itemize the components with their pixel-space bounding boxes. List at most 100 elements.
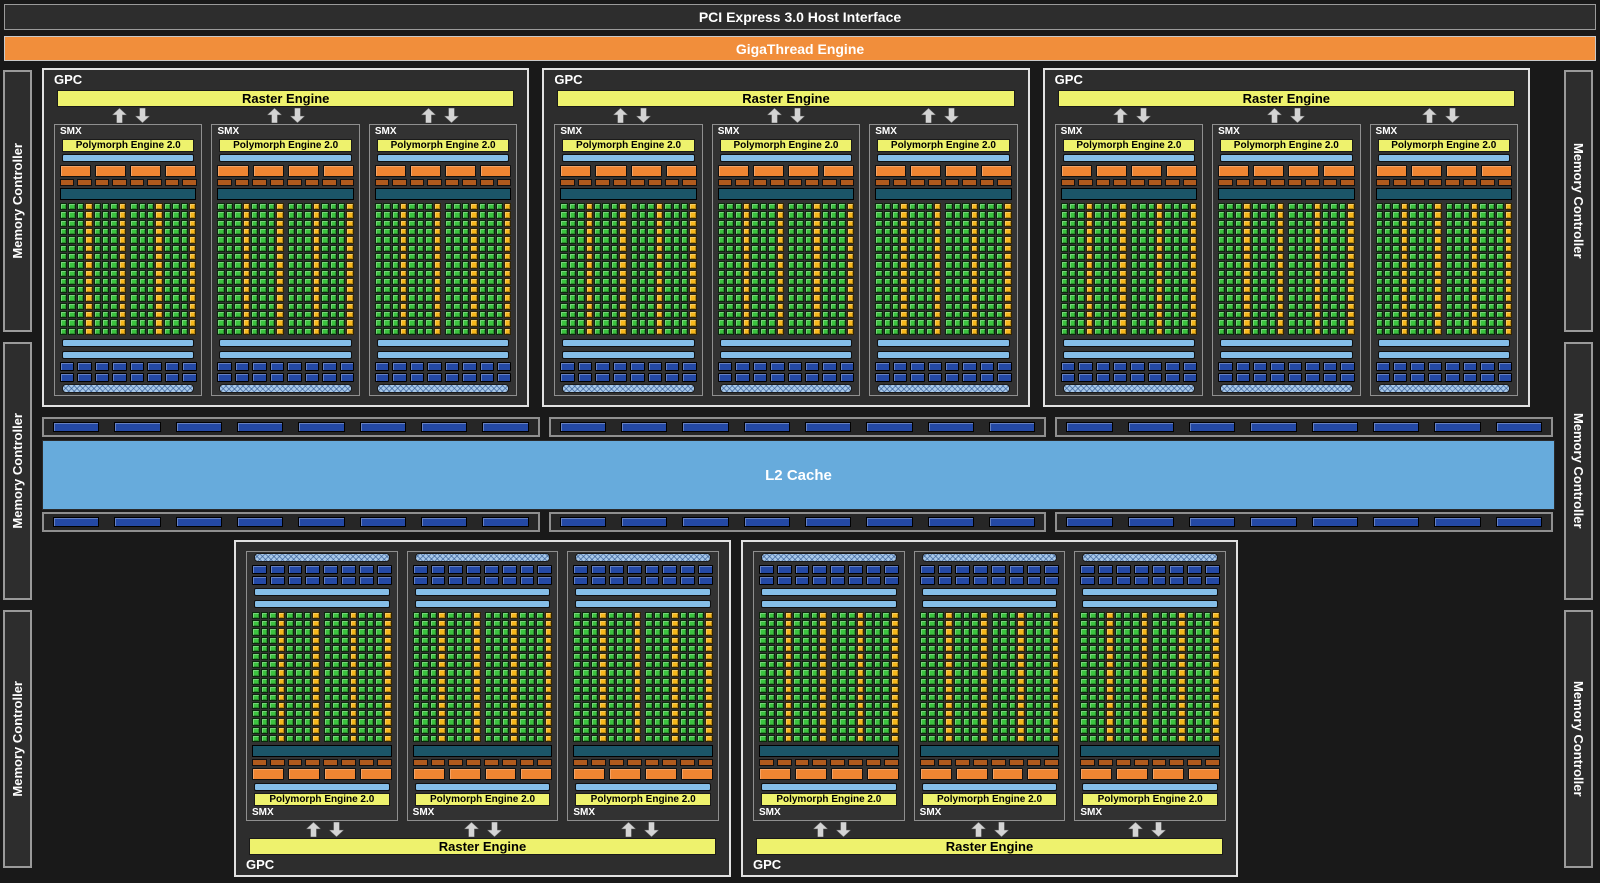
special-function-unit-cell <box>900 203 908 211</box>
special-function-unit-cell <box>1140 677 1149 685</box>
cuda-core-cell <box>610 219 619 227</box>
special-function-unit-cell <box>155 311 163 319</box>
cuda-core-cell <box>1111 261 1119 269</box>
orange-unit-row-segment <box>945 165 977 177</box>
cuda-core-cell <box>1338 261 1347 269</box>
cuda-core-cell <box>917 319 925 327</box>
cuda-core-cell <box>672 327 680 335</box>
cuda-core-cell <box>267 219 276 227</box>
cuda-core-cell <box>1251 327 1260 335</box>
cuda-core-cell <box>259 286 267 294</box>
cuda-core-cell <box>259 236 267 244</box>
cuda-core-cell <box>560 261 568 269</box>
cuda-core-cell <box>138 252 147 261</box>
dark-blue-unit-row-segment <box>129 362 145 371</box>
special-function-unit-cell <box>1178 685 1186 693</box>
special-function-unit-cell <box>619 286 627 294</box>
cuda-core-cell <box>1454 236 1462 244</box>
cuda-core-cell <box>225 302 234 311</box>
light-blue-bar <box>562 351 695 359</box>
dark-orange-unit-row-segment <box>1480 179 1495 186</box>
dark-blue-unit-row-segment <box>1008 576 1024 585</box>
crossbar-segment <box>621 517 668 527</box>
cuda-core-cell <box>796 227 804 236</box>
cuda-core-cell <box>286 628 295 636</box>
cuda-core-cell <box>908 203 917 211</box>
cuda-core-cell <box>495 236 503 244</box>
cuda-core-cell <box>1383 227 1392 236</box>
bottom-gpc-row: Polymorph Engine 2.0 SMX Polymorph Engine … <box>234 540 1238 877</box>
cuda-core-cell <box>908 244 917 252</box>
cuda-core-cell <box>445 327 453 335</box>
cuda-core-cell <box>581 702 590 710</box>
cuda-core-cell <box>647 302 655 311</box>
cuda-core-cell <box>375 702 384 710</box>
cuda-core-cell <box>110 277 118 286</box>
cuda-core-cell <box>1392 244 1400 252</box>
cuda-core-cell <box>487 311 495 319</box>
cuda-core-cell <box>919 718 928 726</box>
special-function-unit-cell <box>1178 693 1186 702</box>
cuda-core-cell <box>1186 612 1195 620</box>
cuda-core-cell <box>1305 203 1313 211</box>
cuda-core-cell <box>429 734 438 742</box>
cuda-core-cell <box>1181 236 1189 244</box>
dark-blue-unit-row-segment <box>1205 565 1220 574</box>
cuda-core-cell <box>478 219 487 227</box>
cuda-core-cell <box>429 702 438 710</box>
cuda-core-cell <box>252 628 260 636</box>
cuda-core-cell <box>607 710 616 718</box>
special-function-unit-cell <box>472 644 481 652</box>
dark-orange-unit-row-segment <box>787 179 802 186</box>
cuda-core-cell <box>495 269 503 277</box>
cuda-core-cell <box>501 718 510 726</box>
cuda-core-cell <box>962 620 971 628</box>
cuda-core-cell <box>776 636 784 644</box>
cuda-core-cell <box>734 327 742 335</box>
cuda-core-cell <box>1094 211 1102 219</box>
dark-orange-unit-row-segment <box>573 759 589 766</box>
cuda-core-cell <box>679 718 688 726</box>
cuda-core-cell <box>821 219 829 227</box>
special-function-unit-cell <box>118 302 127 311</box>
special-function-unit-cell <box>979 702 988 710</box>
cuda-core-cell <box>225 261 234 269</box>
cuda-core-cell <box>1268 236 1276 244</box>
special-function-unit-cell <box>1178 644 1186 652</box>
cuda-core-cell <box>1321 244 1330 252</box>
dark-blue-unit-row-segment <box>217 362 232 371</box>
cuda-core-cell <box>338 302 346 311</box>
cuda-core-cell <box>1203 693 1212 702</box>
cuda-core-cell <box>217 269 225 277</box>
special-function-unit-cell <box>856 620 865 628</box>
cuda-core-cell <box>971 612 979 620</box>
cuda-core-cell <box>848 734 856 742</box>
cuda-core-cell <box>1000 628 1008 636</box>
cuda-core-cell <box>653 620 662 628</box>
cuda-core-cell <box>759 628 767 636</box>
crossbar-segment <box>1311 422 1358 432</box>
cuda-core-cell <box>1025 652 1034 661</box>
special-function-unit-cell <box>472 693 481 702</box>
cuda-core-cell <box>338 261 346 269</box>
cuda-core-cell <box>1338 227 1347 236</box>
cuda-core-cell <box>1111 269 1119 277</box>
cuda-core-cell <box>421 669 429 677</box>
special-function-unit-cell <box>1313 269 1321 277</box>
cuda-core-cell <box>295 726 303 734</box>
cuda-core-cell <box>573 726 581 734</box>
cuda-core-cell <box>1043 661 1051 669</box>
cuda-core-cell <box>501 685 510 693</box>
special-function-unit-cell <box>1051 734 1060 742</box>
special-function-unit-cell <box>1119 227 1127 236</box>
dark-blue-unit-row-segment <box>1340 373 1355 382</box>
crossbar-segment <box>743 422 790 432</box>
crossbar-group <box>42 512 540 532</box>
dark-orange-unit-row-segment <box>680 759 696 766</box>
special-function-unit-cell <box>1017 726 1025 734</box>
gigathread-engine-bar: GigaThread Engine <box>4 36 1596 61</box>
cuda-core-cell <box>616 685 624 693</box>
cuda-core-cell <box>688 693 696 702</box>
special-function-unit-cell <box>846 227 855 236</box>
special-function-unit-cell <box>438 734 447 742</box>
